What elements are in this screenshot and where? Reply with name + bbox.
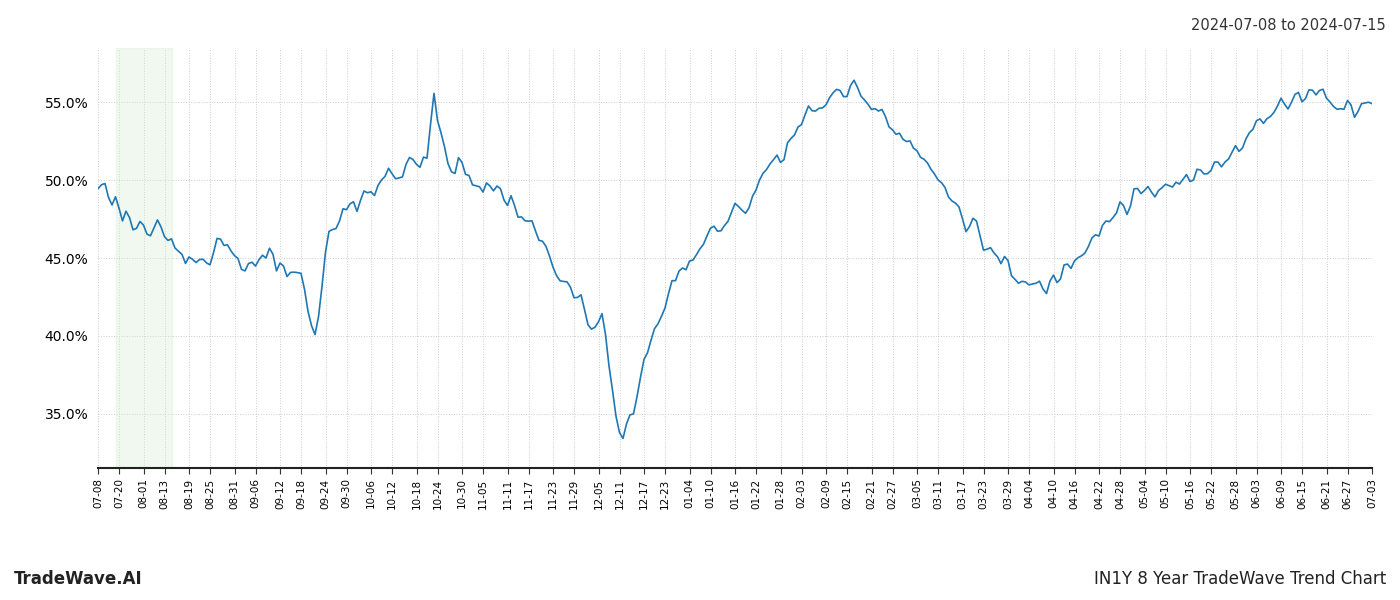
Bar xyxy=(115,48,172,468)
Text: TradeWave.AI: TradeWave.AI xyxy=(14,570,143,588)
Text: 2024-07-08 to 2024-07-15: 2024-07-08 to 2024-07-15 xyxy=(1191,18,1386,33)
Text: IN1Y 8 Year TradeWave Trend Chart: IN1Y 8 Year TradeWave Trend Chart xyxy=(1093,570,1386,588)
